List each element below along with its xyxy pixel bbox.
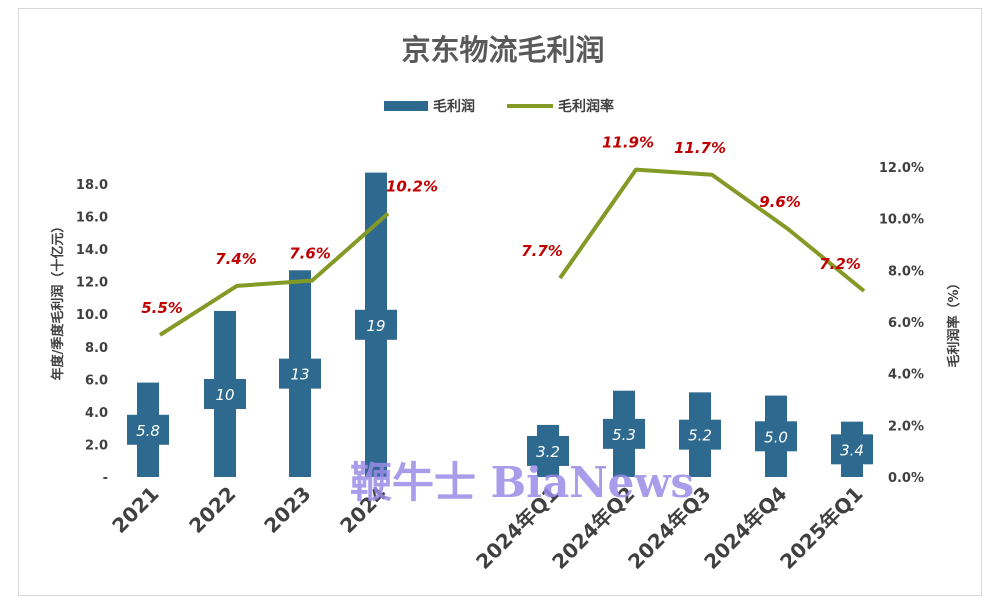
line-series: 5.5% 7.4% 7.6% 10.2% 7.7% 11.9% 11.7% 9.6% 7.2% (141, 134, 866, 337)
y-tick-right: 8.0% (888, 264, 924, 279)
margin-data-label: 7.4% (215, 250, 257, 268)
y-tick-left: 6.0 (85, 373, 108, 388)
margin-data-label: 11.9% (602, 134, 654, 152)
margin-data-label: 7.6% (289, 245, 331, 263)
y-tick-left: - (103, 471, 108, 486)
bar-label-plate (127, 414, 169, 445)
y-tick-right: 4.0% (888, 368, 924, 383)
bar-data-label: 3.4 (840, 441, 864, 459)
bar-label-plate (755, 421, 797, 452)
y-axis-left: - 2.0 4.0 6.0 8.0 10.0 12.0 14.0 16.0 18.0 (76, 178, 108, 486)
bar-data-label: 19 (366, 317, 385, 335)
x-tick-label: 2022 (184, 482, 240, 538)
margin-data-label: 10.2% (386, 178, 438, 196)
y-axis-right: 0.0% 2.0% 4.0% 6.0% 8.0% 10.0% 12.0% (879, 161, 924, 486)
margin-data-label: 7.7% (521, 242, 563, 260)
bar-data-label: 5.3 (612, 426, 636, 444)
y-tick-right: 2.0% (888, 419, 924, 434)
x-tick-label: 2025年Q1 (775, 482, 867, 574)
bar-label-plate (204, 378, 246, 409)
bar-label-plate (527, 435, 569, 466)
y-tick-left: 18.0 (76, 178, 108, 193)
bar-label-plate (831, 434, 873, 465)
legend: 毛利润 毛利润率 (384, 98, 614, 115)
bar-data-label: 5.8 (136, 422, 160, 440)
margin-data-label: 7.2% (819, 255, 861, 273)
margin-data-label: 5.5% (141, 299, 183, 317)
y-axis-title-right: 毛利润率（%） (946, 276, 962, 367)
y-tick-right: 0.0% (888, 471, 924, 486)
y-tick-left: 16.0 (76, 211, 108, 226)
margin-line (158, 212, 390, 337)
bar-data-label: 5.0 (764, 428, 788, 446)
legend-label-margin: 毛利润率 (558, 98, 614, 115)
bar-data-label: 3.2 (536, 443, 560, 461)
y-tick-left: 8.0 (85, 341, 108, 356)
y-axis-title-left: 年度/季度毛利润（十亿元） (50, 220, 66, 381)
y-tick-left: 14.0 (76, 243, 108, 258)
bar-data-label: 5.2 (688, 427, 712, 445)
legend-label-gross-profit: 毛利润 (433, 98, 475, 115)
watermark: 鞭牛士 BiaNews (350, 458, 694, 507)
bar-label-plate (679, 419, 721, 450)
y-tick-left: 2.0 (85, 438, 108, 453)
y-tick-left: 10.0 (76, 308, 108, 323)
bar-data-label: 10 (215, 386, 234, 404)
bar-series: 5.8 10 13 19 3.2 5.3 5.2 5.0 3.4 (127, 172, 873, 477)
y-tick-right: 10.0% (879, 213, 924, 228)
y-tick-right: 6.0% (888, 316, 924, 331)
bar-label-plate (603, 418, 645, 449)
x-tick-label: 2023 (259, 482, 315, 538)
chart-frame (18, 8, 982, 596)
margin-data-label: 11.7% (674, 139, 726, 157)
y-tick-left: 4.0 (85, 406, 108, 421)
bar-data-label: 13 (290, 366, 309, 384)
bar-label-plate (279, 358, 321, 389)
chart-title: 京东物流毛利润 (401, 33, 604, 67)
y-tick-right: 12.0% (879, 161, 924, 176)
margin-line (558, 167, 866, 293)
legend-swatch-gross-profit (384, 101, 428, 111)
margin-data-label: 9.6% (759, 193, 801, 211)
y-tick-left: 12.0 (76, 276, 108, 291)
bar-label-plate (355, 309, 397, 340)
x-tick-label: 2021 (107, 482, 163, 538)
